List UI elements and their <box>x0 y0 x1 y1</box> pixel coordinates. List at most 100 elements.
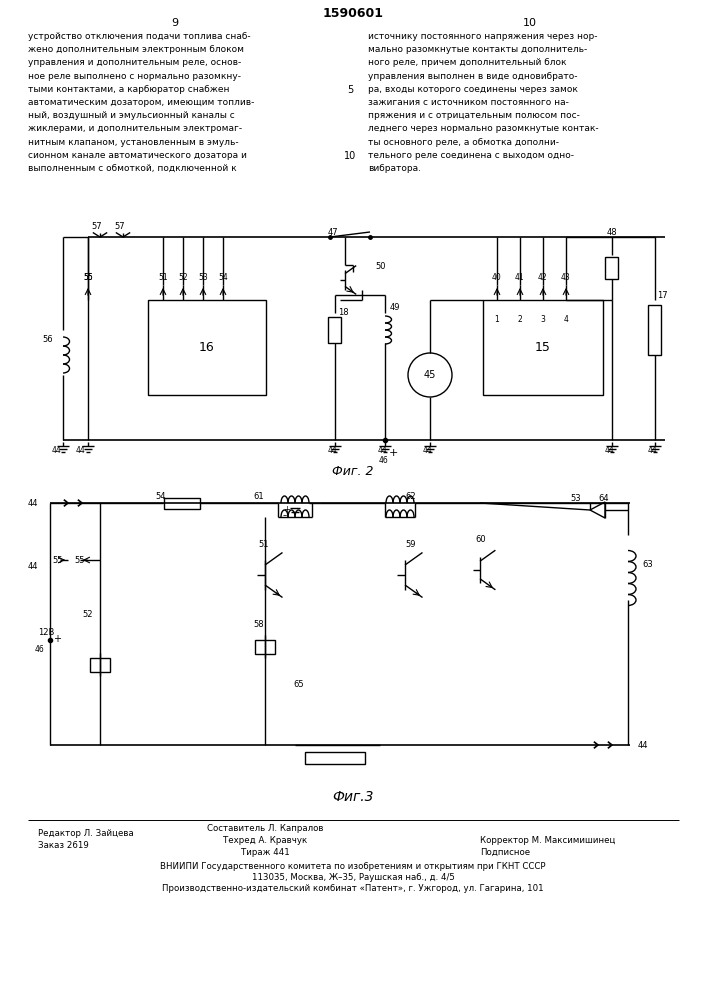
Text: 44: 44 <box>28 562 38 571</box>
Text: 44: 44 <box>328 446 338 455</box>
Text: 16: 16 <box>199 341 215 354</box>
Text: 59: 59 <box>405 540 416 549</box>
Text: Тираж 441: Тираж 441 <box>240 848 289 857</box>
Text: выполненным с обмоткой, подключенной к: выполненным с обмоткой, подключенной к <box>28 164 237 173</box>
Text: 46: 46 <box>35 645 45 654</box>
Text: 44: 44 <box>638 741 648 750</box>
Text: 55: 55 <box>83 273 93 282</box>
Text: +: + <box>389 448 398 458</box>
Text: 60: 60 <box>475 535 486 544</box>
Text: 51: 51 <box>258 540 269 549</box>
Text: 4: 4 <box>563 315 568 324</box>
Bar <box>648 305 662 355</box>
Text: жиклерами, и дополнительным электромаг-: жиклерами, и дополнительным электромаг- <box>28 124 242 133</box>
Text: вибратора.: вибратора. <box>368 164 421 173</box>
Text: 64: 64 <box>598 494 609 503</box>
Text: 53: 53 <box>570 494 580 503</box>
Text: Производственно-издательский комбинат «Патент», г. Ужгород, ул. Гагарина, 101: Производственно-издательский комбинат «П… <box>162 884 544 893</box>
Text: 54: 54 <box>218 273 228 282</box>
Text: 53: 53 <box>198 273 208 282</box>
Text: 52: 52 <box>82 610 93 619</box>
Text: ного реле, причем дополнительный блок: ного реле, причем дополнительный блок <box>368 58 566 67</box>
Text: Составитель Л. Капралов: Составитель Л. Капралов <box>206 824 323 833</box>
Text: 44: 44 <box>52 446 62 455</box>
Text: +: + <box>283 505 290 514</box>
Text: 52: 52 <box>178 273 187 282</box>
Bar <box>483 300 603 395</box>
Text: Фиг. 2: Фиг. 2 <box>332 465 374 478</box>
Text: 12В: 12В <box>38 628 54 637</box>
Text: 10: 10 <box>523 18 537 28</box>
Text: ты основного реле, а обмотка дополни-: ты основного реле, а обмотка дополни- <box>368 138 559 147</box>
Text: 50: 50 <box>375 262 385 271</box>
Text: 44: 44 <box>648 446 658 455</box>
Bar <box>90 658 110 672</box>
Text: 9: 9 <box>171 18 179 28</box>
Text: ВНИИПИ Государственного комитета по изобретениям и открытиям при ГКНТ СССР: ВНИИПИ Государственного комитета по изоб… <box>160 862 546 871</box>
Text: 57: 57 <box>114 222 124 231</box>
Text: 44: 44 <box>423 446 433 455</box>
Text: зажигания с источником постоянного на-: зажигания с источником постоянного на- <box>368 98 569 107</box>
Text: сионном канале автоматического дозатора и: сионном канале автоматического дозатора … <box>28 151 247 160</box>
Text: жено дополнительным электронным блоком: жено дополнительным электронным блоком <box>28 45 244 54</box>
Text: Заказ 2619: Заказ 2619 <box>38 841 89 850</box>
Text: 18: 18 <box>338 308 349 317</box>
Text: управления и дополнительным реле, основ-: управления и дополнительным реле, основ- <box>28 58 241 67</box>
Text: 42: 42 <box>538 273 548 282</box>
Text: 43: 43 <box>561 273 571 282</box>
Text: 3: 3 <box>541 315 545 324</box>
Bar <box>305 752 365 764</box>
Text: 113035, Москва, Ж–35, Раушская наб., д. 4/5: 113035, Москва, Ж–35, Раушская наб., д. … <box>252 873 455 882</box>
Text: +: + <box>53 634 61 644</box>
Text: леднего через нормально разомкнутые контак-: леднего через нормально разомкнутые конт… <box>368 124 599 133</box>
Text: 55: 55 <box>52 556 62 565</box>
Text: автоматическим дозатором, имеющим топлив-: автоматическим дозатором, имеющим топлив… <box>28 98 255 107</box>
Text: 1: 1 <box>495 315 499 324</box>
Text: Фиг.3: Фиг.3 <box>332 790 374 804</box>
Text: 48: 48 <box>607 228 618 237</box>
Text: 45: 45 <box>423 370 436 380</box>
Text: Подписное: Подписное <box>480 848 530 857</box>
Text: Редактор Л. Зайцева: Редактор Л. Зайцева <box>38 829 134 838</box>
Text: ра, входы которого соединены через замок: ра, входы которого соединены через замок <box>368 85 578 94</box>
Text: 56: 56 <box>42 335 52 344</box>
Bar <box>329 317 341 343</box>
Text: 46: 46 <box>379 456 389 465</box>
Text: 44: 44 <box>605 446 615 455</box>
Text: устройство отключения подачи топлива снаб-: устройство отключения подачи топлива сна… <box>28 32 250 41</box>
Text: мально разомкнутые контакты дополнитель-: мально разомкнутые контакты дополнитель- <box>368 45 588 54</box>
Text: 54: 54 <box>155 492 165 501</box>
Text: 44: 44 <box>76 446 86 455</box>
Text: нитным клапаном, установленным в эмуль-: нитным клапаном, установленным в эмуль- <box>28 138 239 147</box>
Text: 1590601: 1590601 <box>322 7 383 20</box>
Text: ное реле выполнено с нормально разомкну-: ное реле выполнено с нормально разомкну- <box>28 72 241 81</box>
Text: управления выполнен в виде одновибрато-: управления выполнен в виде одновибрато- <box>368 72 578 81</box>
Bar <box>605 257 619 279</box>
Text: пряжения и с отрицательным полюсом пос-: пряжения и с отрицательным полюсом пос- <box>368 111 580 120</box>
Text: –: – <box>283 511 287 520</box>
Bar <box>255 640 275 654</box>
Text: Техред А. Кравчук: Техред А. Кравчук <box>223 836 307 845</box>
Text: 55: 55 <box>74 556 85 565</box>
Text: 62: 62 <box>405 492 416 501</box>
Text: 57: 57 <box>91 222 102 231</box>
Bar <box>164 497 200 508</box>
Text: 2: 2 <box>518 315 522 324</box>
Text: 17: 17 <box>657 291 667 300</box>
Text: 61: 61 <box>253 492 264 501</box>
Text: тельного реле соединена с выходом одно-: тельного реле соединена с выходом одно- <box>368 151 574 160</box>
Text: 40: 40 <box>492 273 502 282</box>
Bar <box>148 300 266 395</box>
Text: 55: 55 <box>83 273 93 282</box>
Text: Корректор М. Максимишинец: Корректор М. Максимишинец <box>480 836 615 845</box>
Text: 44: 44 <box>28 499 38 508</box>
Text: 63: 63 <box>642 560 653 569</box>
Text: 51: 51 <box>158 273 168 282</box>
Text: 65: 65 <box>293 680 303 689</box>
Text: 44: 44 <box>378 446 387 455</box>
Text: 41: 41 <box>515 273 525 282</box>
Text: 49: 49 <box>390 303 400 312</box>
Text: 47: 47 <box>328 228 339 237</box>
Text: 58: 58 <box>253 620 264 629</box>
Text: 15: 15 <box>535 341 551 354</box>
